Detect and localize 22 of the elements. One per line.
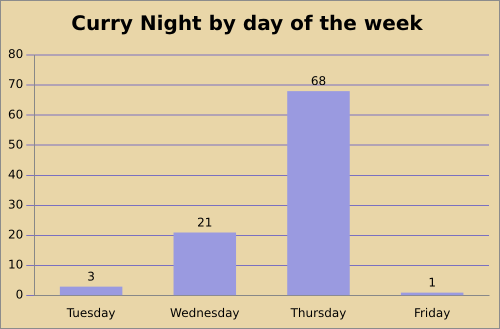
bar [287,91,350,296]
data-label: 21 [197,216,212,230]
data-label: 3 [87,270,95,284]
x-tick-label: Thursday [290,306,346,320]
y-tick-label: 70 [8,77,24,92]
x-tick-label: Friday [414,306,450,320]
y-tick-label: 80 [8,47,24,62]
y-tick-label: 40 [8,167,24,182]
y-tick-label: 10 [8,258,24,272]
x-tick-label: Tuesday [66,306,116,320]
chart-title: Curry Night by day of the week [71,11,424,36]
bar [60,286,122,296]
x-tick-label: Wednesday [170,306,240,320]
y-tick-label: 0 [16,288,24,302]
y-tick-label: 60 [8,107,24,122]
y-tick-label: 50 [8,137,24,152]
bar [174,232,236,296]
y-tick-label: 20 [8,228,24,242]
data-label: 68 [310,74,326,88]
data-label: 1 [428,276,436,290]
bar [400,292,464,296]
y-tick-label: 30 [8,198,24,212]
